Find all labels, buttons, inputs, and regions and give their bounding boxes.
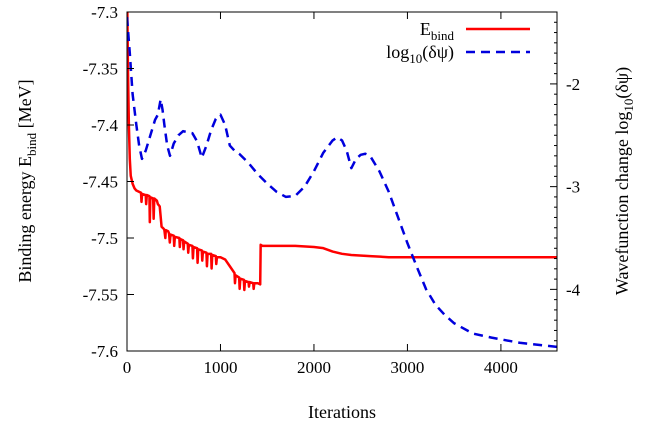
x-axis-label: Iterations [308, 402, 376, 422]
ticks-layer: 0 1000 2000 3000 4000 -7.6 -7.55 -7.5 -7.45 -7.4 -… [83, 3, 581, 377]
y-tick-label: -7.3 [91, 3, 118, 22]
y-axis-label-unit: [MeV] [15, 79, 35, 132]
y-axis-label-main: Binding energy E [15, 156, 35, 283]
y2-tick-label: -2 [566, 75, 580, 94]
legend-label-ebind-sub: bind [431, 28, 455, 43]
y2-axis-label-main: Wavefunction change log [612, 112, 632, 295]
y2-axis-label-unit: (δψ) [612, 67, 633, 99]
y-axis-label-sub: bind [24, 132, 39, 156]
y-tick-label: -7.5 [91, 229, 118, 248]
legend-label-logdpsi-sub: 10 [409, 51, 422, 66]
legend: Ebind log10(δψ) [386, 19, 530, 66]
y-tick-label: -7.55 [83, 286, 118, 305]
y2-tick-label: -3 [566, 178, 580, 197]
series-line-logdpsi [127, 17, 557, 349]
y-axis-label: Binding energy Ebind [MeV] [15, 79, 39, 282]
plot-frame [126, 11, 558, 352]
x-tick-label: 1000 [203, 358, 237, 377]
y-tick-label: -7.4 [91, 116, 118, 135]
legend-label-logdpsi: log10(δψ) [386, 42, 454, 66]
series-line-ebind [127, 12, 557, 292]
y2-axis-label: Wavefunction change log10(δψ) [612, 67, 636, 295]
legend-label-ebind-main: E [420, 19, 431, 39]
y-tick-label: -7.35 [83, 60, 118, 79]
y-tick-label: -7.45 [83, 173, 118, 192]
x-tick-label: 2000 [297, 358, 331, 377]
plot-lines-layer [127, 12, 557, 349]
x-tick-label: 4000 [484, 358, 518, 377]
x-tick-label: 3000 [390, 358, 424, 377]
legend-label-logdpsi-main: log [386, 42, 409, 62]
legend-label-logdpsi-rest: (δψ) [422, 42, 454, 63]
y2-tick-label: -4 [566, 280, 581, 299]
x-tick-label: 0 [123, 358, 132, 377]
y2-axis-label-sub: 10 [621, 99, 636, 112]
legend-label-ebind: Ebind [420, 19, 455, 43]
y-tick-label: -7.6 [91, 342, 118, 361]
